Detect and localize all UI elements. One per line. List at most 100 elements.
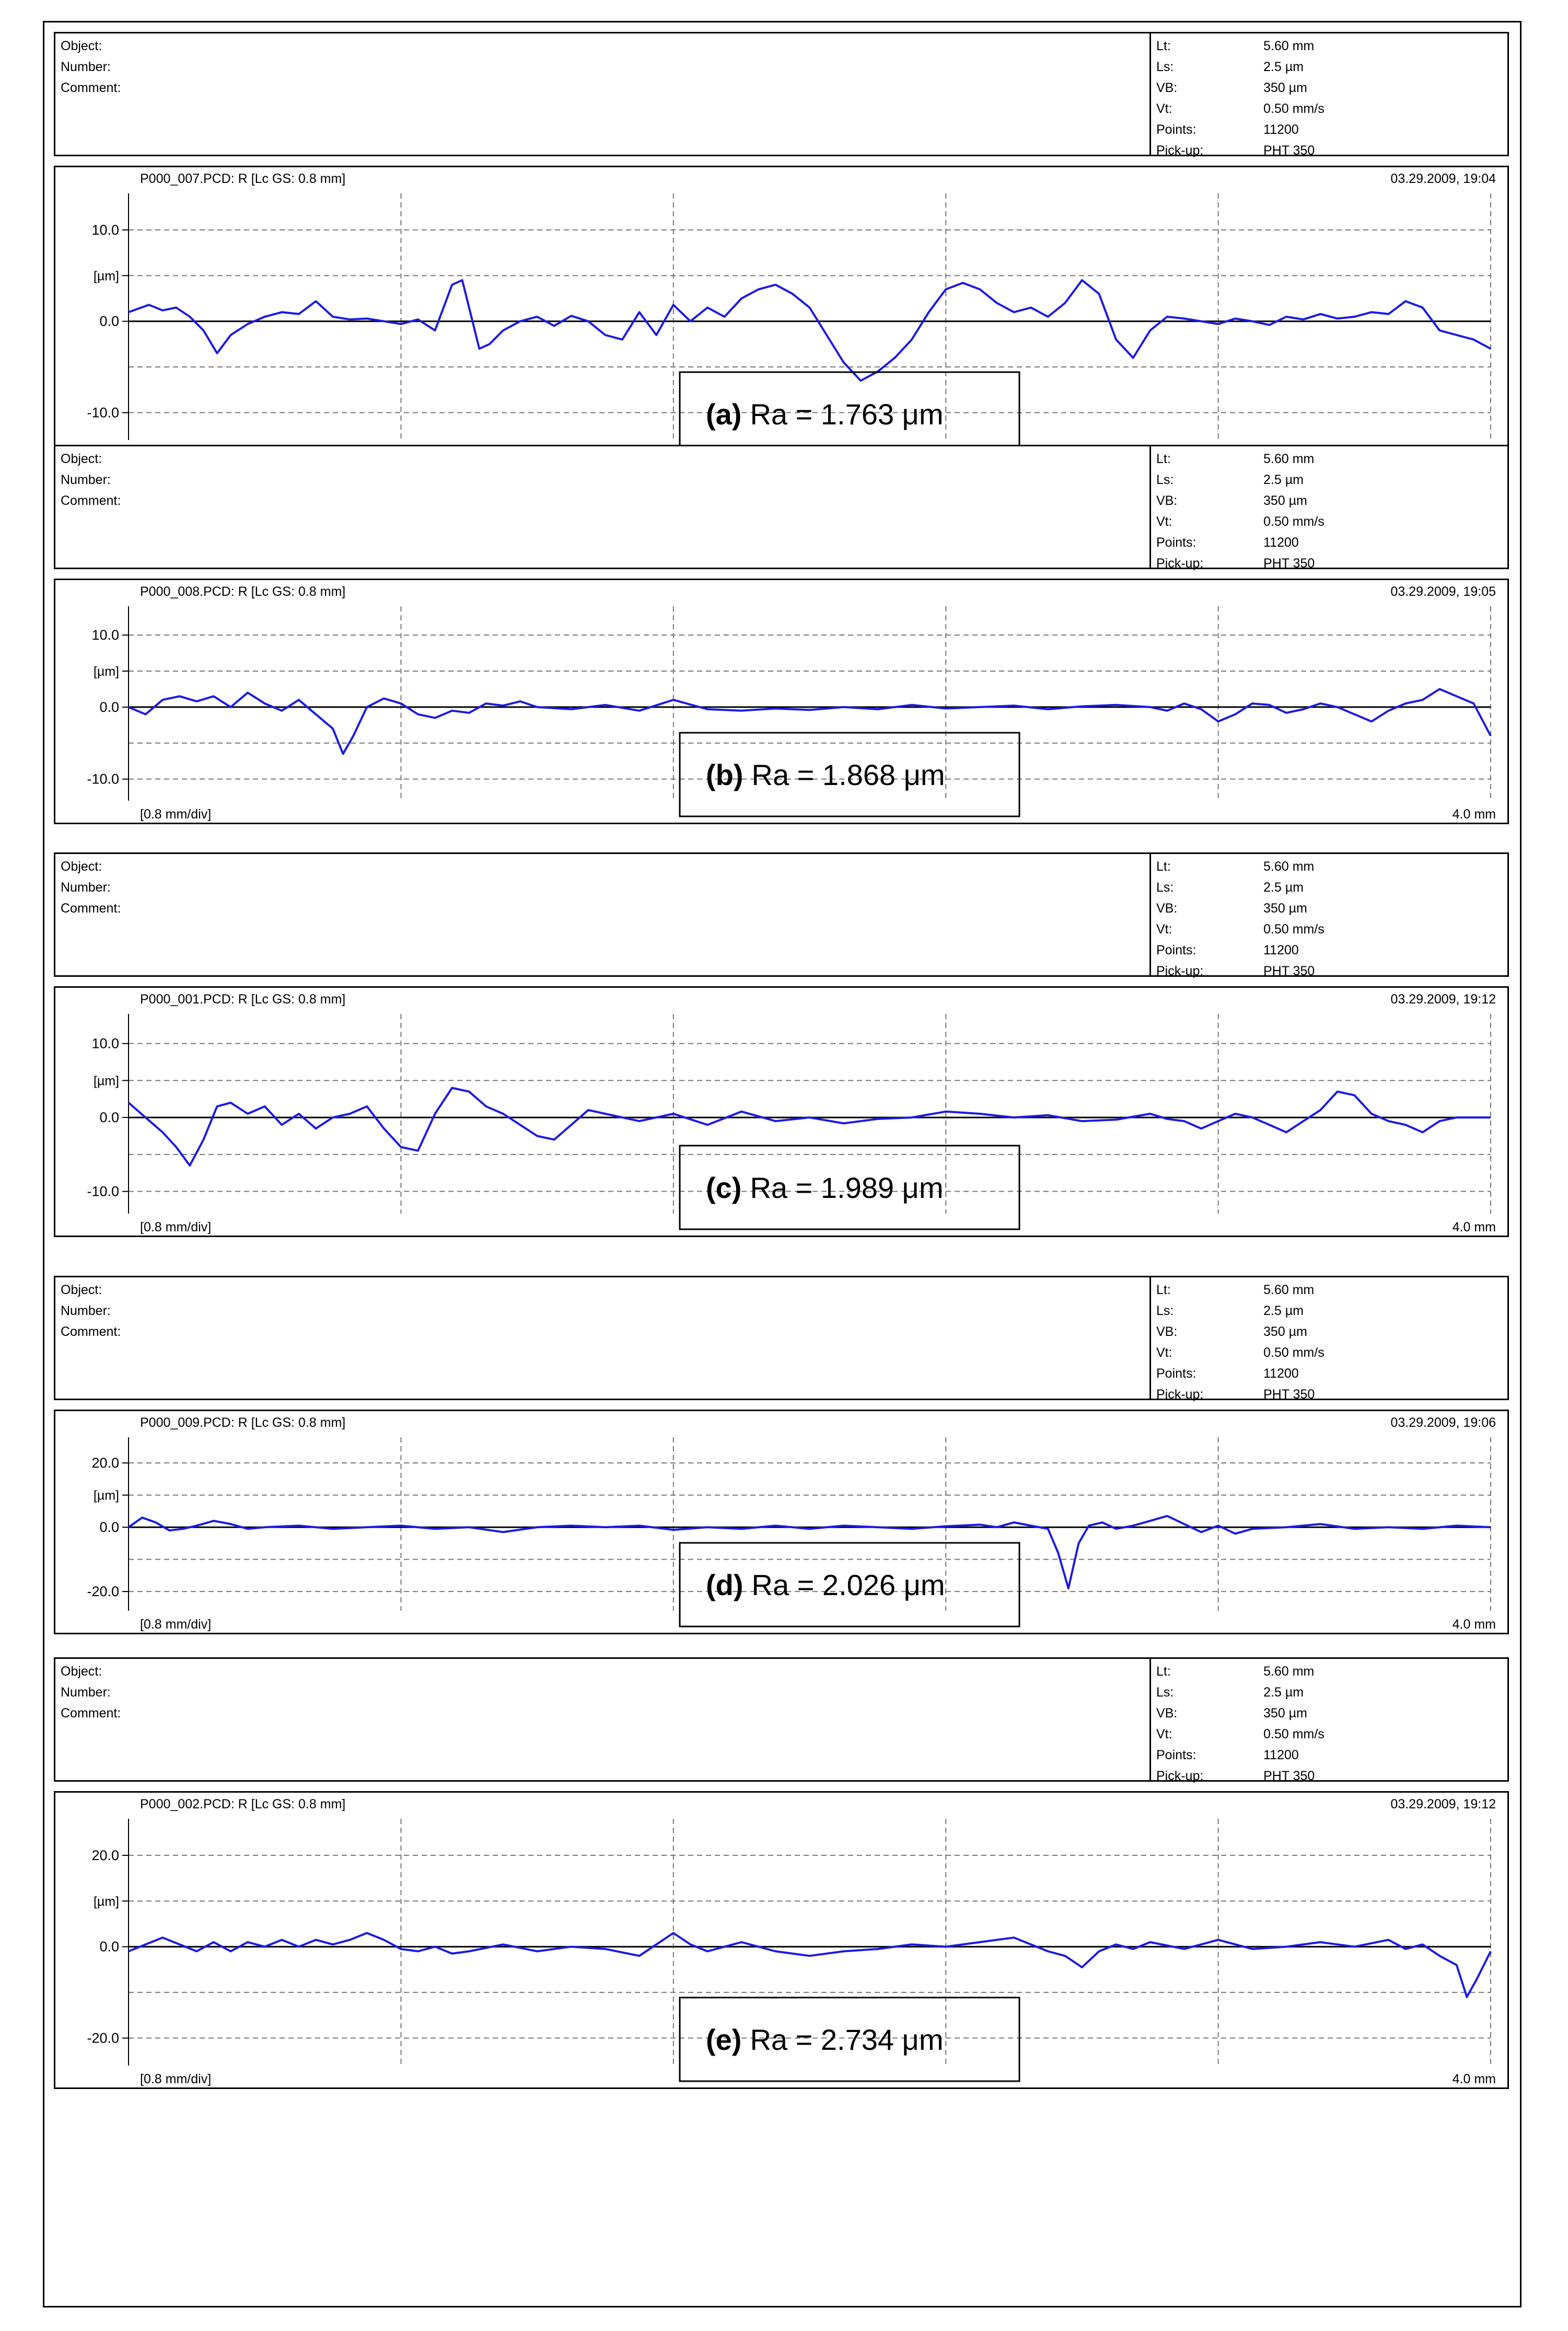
metadata-label: Comment:: [61, 80, 121, 95]
y-tick-label: 0.0: [99, 699, 119, 715]
chart-title: P000_007.PCD: R [Lc GS: 0.8 mm]: [140, 171, 345, 186]
parameter-value: 2.5 µm: [1263, 880, 1304, 895]
parameter-row: Vt: 0.50 mm/s: [1156, 1724, 1502, 1745]
parameter-name: VB:: [1156, 1706, 1178, 1721]
metadata-label: Object:: [61, 1664, 102, 1679]
x-division-label: [0.8 mm/div]: [140, 1617, 211, 1632]
parameter-name: Points:: [1156, 1366, 1197, 1381]
parameter-name: Ls:: [1156, 1685, 1174, 1700]
info-metadata: Object: Number: Comment:: [55, 854, 1151, 975]
parameter-value: 0.50 mm/s: [1263, 1727, 1325, 1741]
roughness-profile-line: [128, 688, 1492, 755]
parameter-value: 2.5 µm: [1263, 472, 1304, 487]
chart-timestamp: 03.29.2009, 19:12: [1390, 992, 1496, 1007]
y-tick-label: -10.0: [87, 1184, 119, 1199]
metadata-label: Object:: [61, 452, 102, 466]
parameter-name: Lt:: [1156, 1283, 1171, 1297]
parameter-value: 5.60 mm: [1263, 1283, 1315, 1297]
chart-timestamp: 03.29.2009, 19:05: [1390, 584, 1496, 599]
caption-label: (d): [706, 1568, 744, 1601]
x-end-label: 4.0 mm: [1453, 807, 1496, 822]
ra-caption: (b) Ra = 1.868 μm: [706, 758, 945, 791]
info-parameters: Lt: 5.60 mm Ls: 2.5 µm VB: 350 µm Vt: 0.50 mm/s…: [1151, 1277, 1507, 1403]
parameter-name: VB:: [1156, 901, 1178, 916]
parameter-name: VB:: [1156, 493, 1178, 508]
parameter-value: 11200: [1263, 1748, 1299, 1762]
metadata-label: Number:: [61, 1685, 111, 1700]
parameter-name: Points:: [1156, 535, 1197, 550]
parameter-row: VB: 350 µm: [1156, 898, 1502, 919]
parameter-row: Pick-up: PHT 350: [1156, 553, 1502, 574]
caption-ra-value: Ra = 1.763 μm: [750, 398, 943, 431]
parameter-name: Points:: [1156, 943, 1197, 957]
parameter-name: Pick-up:: [1156, 1769, 1204, 1783]
roughness-profile-chart: P000_007.PCD: R [Lc GS: 0.8 mm] 03.29.200…: [54, 166, 1509, 464]
parameter-row: Points: 11200: [1156, 119, 1502, 140]
y-units-label: [µm]: [94, 1074, 119, 1088]
parameter-value: 5.60 mm: [1263, 452, 1315, 466]
y-tick-label: -10.0: [87, 771, 119, 787]
parameter-row: Ls: 2.5 µm: [1156, 469, 1502, 490]
ra-caption: (e) Ra = 2.734 μm: [706, 2023, 943, 2056]
parameter-value: 350 µm: [1263, 493, 1307, 508]
caption-ra-value: Ra = 1.868 μm: [752, 758, 945, 791]
parameter-value: PHT 350: [1263, 964, 1315, 978]
parameter-name: Vt:: [1156, 514, 1172, 529]
ra-caption-box: [679, 1542, 1020, 1628]
y-tick-label: -20.0: [87, 2030, 119, 2046]
parameter-row: VB: 350 µm: [1156, 1703, 1502, 1724]
chart-title: P000_009.PCD: R [Lc GS: 0.8 mm]: [140, 1415, 345, 1430]
parameter-value: 5.60 mm: [1263, 859, 1315, 874]
y-tick-label: -10.0: [87, 405, 119, 421]
measurement-info-box: Object: Number: Comment: Lt: 5.60 mm Ls: 2.5 µ…: [54, 852, 1509, 978]
info-metadata: Object: Number: Comment:: [55, 33, 1151, 155]
measurement-info-box: Object: Number: Comment: Lt: 5.60 mm Ls: 2.5 µ…: [54, 445, 1509, 571]
y-tick-label: 0.0: [99, 314, 119, 329]
parameter-value: 5.60 mm: [1263, 1664, 1315, 1679]
parameter-row: Pick-up: PHT 350: [1156, 961, 1502, 982]
parameter-name: VB:: [1156, 80, 1178, 95]
parameter-value: PHT 350: [1263, 1387, 1315, 1402]
parameter-row: Lt: 5.60 mm: [1156, 448, 1502, 469]
parameter-name: Points:: [1156, 1748, 1197, 1762]
parameter-name: Vt:: [1156, 1727, 1172, 1741]
chart-title: P000_008.PCD: R [Lc GS: 0.8 mm]: [140, 584, 345, 599]
parameter-value: 350 µm: [1263, 901, 1307, 916]
metadata-label: Number:: [61, 60, 111, 74]
chart-timestamp: 03.29.2009, 19:06: [1390, 1415, 1496, 1430]
ra-caption-box: [679, 732, 1020, 817]
parameter-row: Pick-up: PHT 350: [1156, 140, 1502, 161]
parameter-row: Lt: 5.60 mm: [1156, 1279, 1502, 1300]
parameter-name: Ls:: [1156, 60, 1174, 74]
parameter-name: Pick-up:: [1156, 1387, 1204, 1402]
caption-ra-value: Ra = 1.989 μm: [750, 1171, 943, 1204]
chart-title: P000_001.PCD: R [Lc GS: 0.8 mm]: [140, 992, 345, 1007]
roughness-profile-line: [128, 1932, 1492, 1998]
roughness-profile-chart: P000_002.PCD: R [Lc GS: 0.8 mm] 03.29.200…: [54, 1791, 1509, 2089]
parameter-name: Ls:: [1156, 1303, 1174, 1318]
parameter-name: Pick-up:: [1156, 143, 1204, 158]
parameter-row: Vt: 0.50 mm/s: [1156, 1342, 1502, 1363]
parameter-value: 11200: [1263, 943, 1299, 957]
parameter-name: Lt:: [1156, 1664, 1171, 1679]
info-parameters: Lt: 5.60 mm Ls: 2.5 µm VB: 350 µm Vt: 0.50 mm/s…: [1151, 1659, 1507, 1784]
caption-label: (c): [706, 1171, 741, 1204]
parameter-value: 0.50 mm/s: [1263, 514, 1325, 529]
y-units-label: [µm]: [94, 1894, 119, 1909]
parameter-row: Points: 11200: [1156, 532, 1502, 553]
chart-title: P000_002.PCD: R [Lc GS: 0.8 mm]: [140, 1797, 345, 1811]
parameter-row: Pick-up: PHT 350: [1156, 1384, 1502, 1405]
parameter-value: 2.5 µm: [1263, 1685, 1304, 1700]
parameter-row: Points: 11200: [1156, 1363, 1502, 1384]
ra-caption: (c) Ra = 1.989 μm: [706, 1171, 943, 1204]
parameter-row: Ls: 2.5 µm: [1156, 877, 1502, 898]
x-end-label: 4.0 mm: [1453, 1220, 1496, 1234]
parameter-row: Ls: 2.5 µm: [1156, 1682, 1502, 1703]
profile-plot-svg: P000_002.PCD: R [Lc GS: 0.8 mm] 03.29.200…: [87, 1797, 1496, 2086]
parameter-row: Ls: 2.5 µm: [1156, 56, 1502, 77]
parameter-name: VB:: [1156, 1324, 1178, 1339]
parameter-name: Pick-up:: [1156, 964, 1204, 978]
chart-timestamp: 03.29.2009, 19:12: [1390, 1797, 1496, 1811]
metadata-label: Comment:: [61, 493, 121, 508]
parameter-name: Pick-up:: [1156, 556, 1204, 571]
